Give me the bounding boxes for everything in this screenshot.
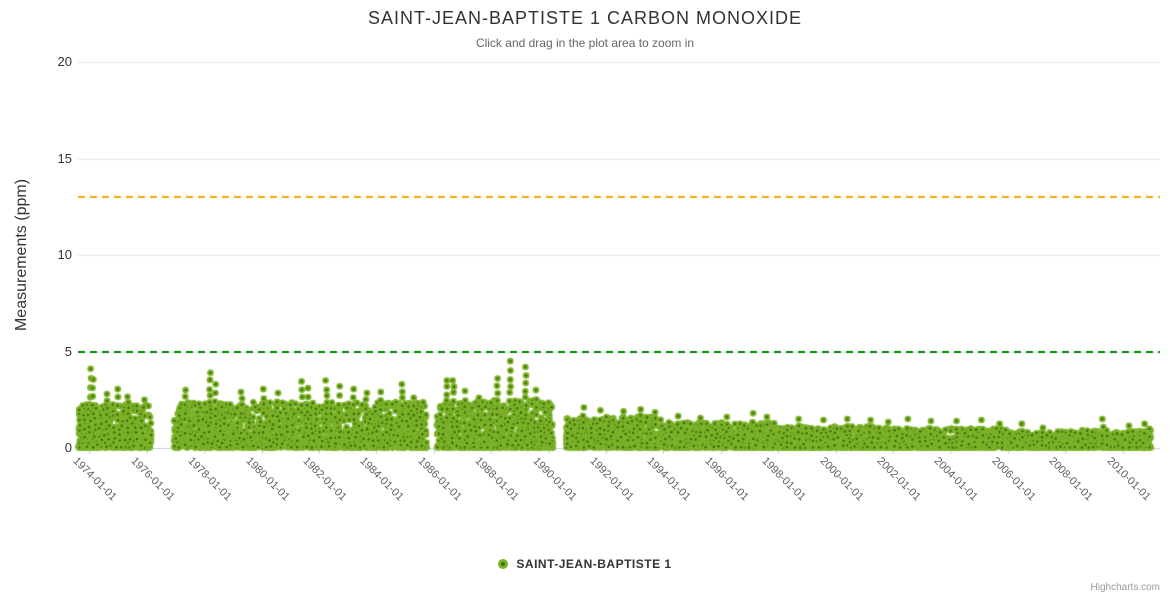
y-axis-tick-label: 0 [64,440,72,455]
legend-series-label: SAINT-JEAN-BAPTISTE 1 [516,557,672,571]
y-axis-tick-label: 5 [64,343,72,359]
y-axis-tick-label: 10 [57,247,72,262]
legend-marker-icon [498,559,509,569]
legend-item[interactable]: SAINT-JEAN-BAPTISTE 1 [0,557,1170,571]
y-axis-tick-label: 15 [57,150,72,166]
y-axis-tick-label: 20 [57,54,72,69]
highcharts-credit-link[interactable]: Highcharts.com [1090,582,1160,593]
